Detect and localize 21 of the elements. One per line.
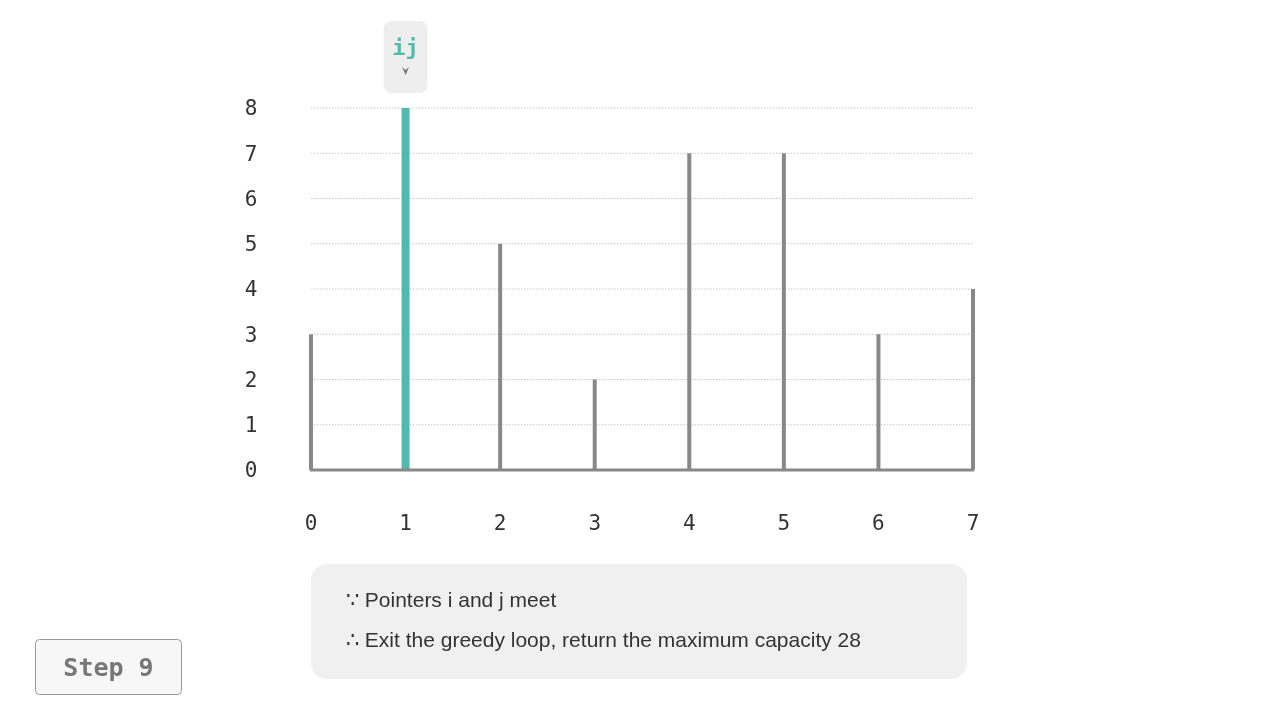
x-tick-label: 2 xyxy=(493,511,507,536)
x-tick-label: 3 xyxy=(588,511,602,536)
y-tick-label: 0 xyxy=(244,458,258,483)
y-tick-label: 3 xyxy=(244,322,258,347)
y-tick-label: 2 xyxy=(244,367,258,392)
annotation: ij xyxy=(392,34,419,60)
y-tick-label: 5 xyxy=(244,232,258,257)
x-tick-label: 4 xyxy=(682,511,696,536)
x-tick-label: 6 xyxy=(872,511,885,536)
x-tick-label: 1 xyxy=(399,511,412,536)
y-tick-label: 8 xyxy=(244,96,258,121)
text: Step 9 xyxy=(63,652,154,682)
y-tick-label: 6 xyxy=(244,186,258,211)
x-tick-label: 0 xyxy=(304,511,318,536)
text: ∴ Exit the greedy loop, return the maximum capacity 28 xyxy=(346,628,861,652)
x-tick-label: 5 xyxy=(777,511,791,536)
y-tick-label: 1 xyxy=(244,413,258,438)
y-tick-label: 7 xyxy=(244,141,258,166)
x-tick-label: 7 xyxy=(966,511,980,536)
y-tick-label: 4 xyxy=(244,277,258,302)
text: ∵ Pointers i and j meet xyxy=(346,588,557,612)
